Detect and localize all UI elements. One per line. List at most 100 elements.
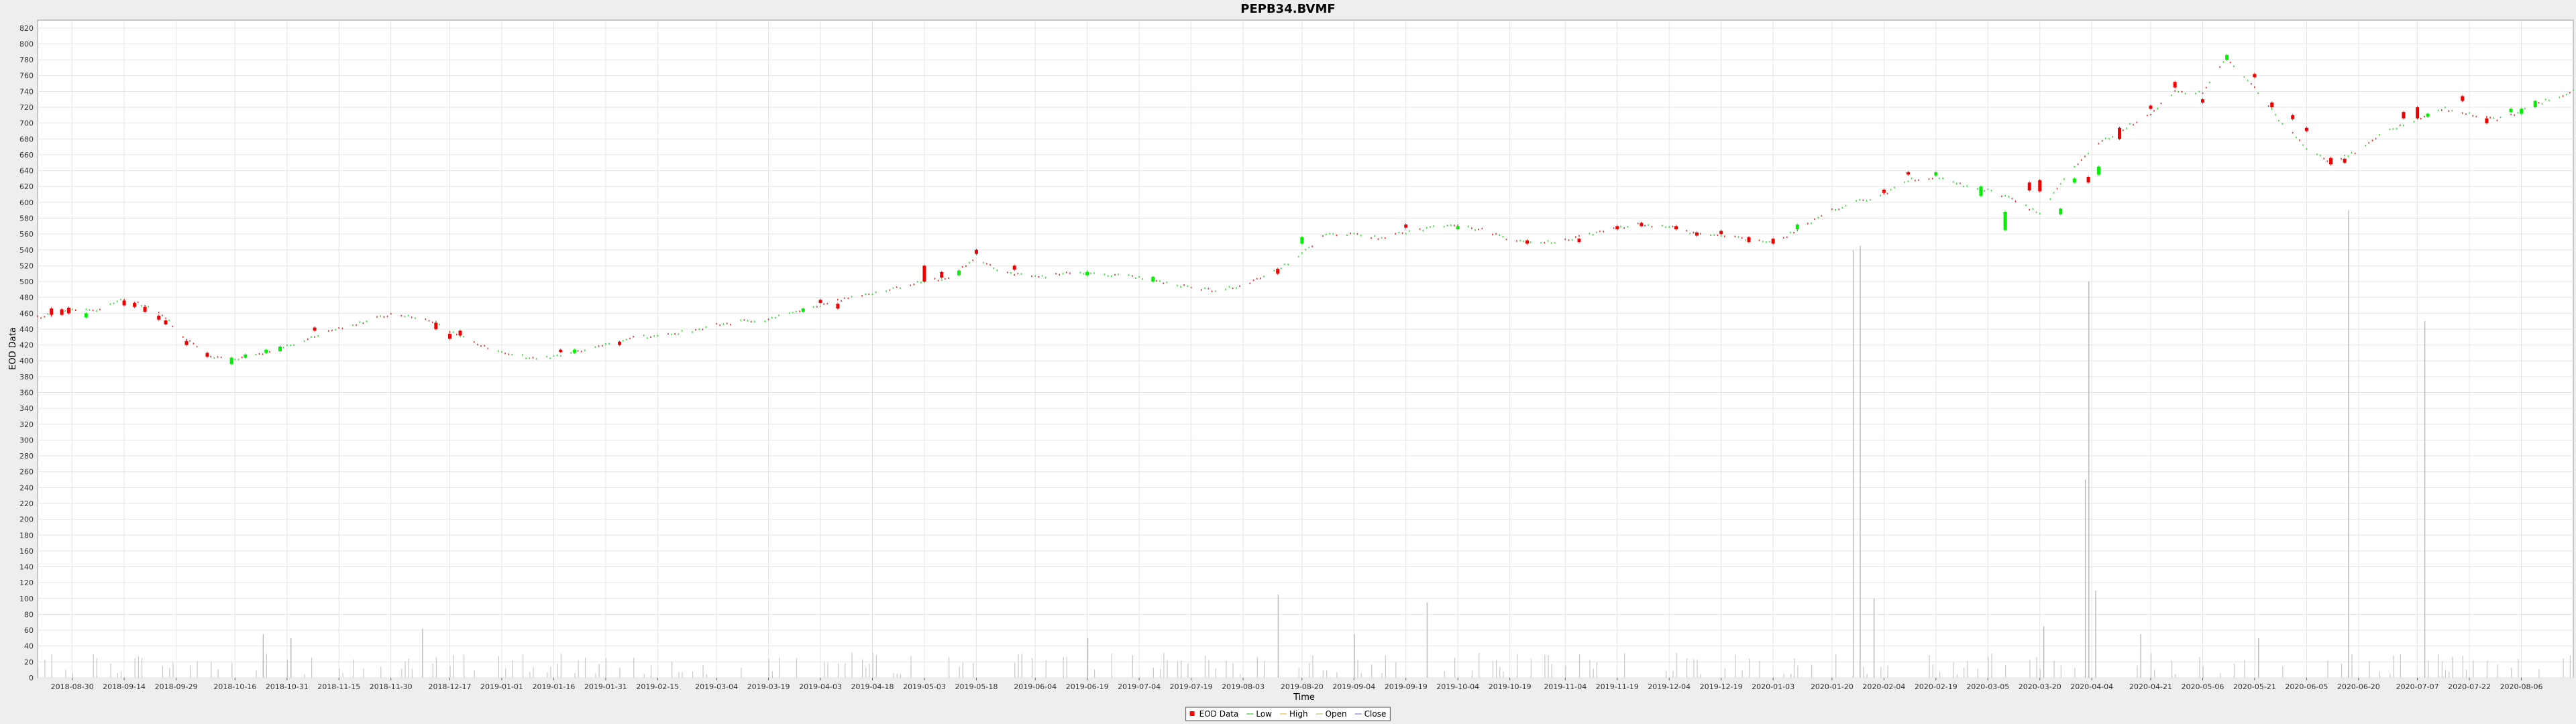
- volume-bar: [1063, 657, 1064, 678]
- price-mark: [400, 314, 402, 317]
- price-mark: [577, 350, 579, 352]
- price-mark: [1260, 278, 1261, 280]
- price-mark: [2544, 99, 2546, 101]
- volume-bar: [2095, 590, 2096, 678]
- price-mark: [778, 314, 780, 316]
- price-mark: [1010, 272, 1012, 274]
- price-mark: [1263, 276, 1265, 278]
- price-mark: [1942, 177, 1943, 180]
- volume-bar: [1741, 670, 1743, 678]
- price-mark: [307, 338, 309, 341]
- price-mark: [1637, 223, 1639, 225]
- price-mark: [1894, 186, 1895, 188]
- candle-body: [1456, 226, 1460, 230]
- price-mark: [44, 316, 46, 318]
- price-mark: [2347, 155, 2349, 158]
- price-mark: [764, 320, 766, 322]
- price-mark: [525, 357, 527, 360]
- price-mark: [570, 352, 572, 354]
- price-mark: [2469, 112, 2470, 114]
- x-tick-label: 2019-02-15: [636, 682, 679, 691]
- price-mark: [1467, 225, 1469, 228]
- y-tick-label: 460: [19, 309, 34, 318]
- candle-body: [184, 341, 189, 345]
- candle-body: [244, 354, 248, 358]
- y-tick-label: 200: [19, 516, 34, 524]
- price-mark: [1138, 276, 1140, 278]
- price-mark: [2015, 200, 2017, 202]
- volume-bar: [505, 668, 506, 678]
- volume-bar: [837, 663, 839, 678]
- volume-bar: [169, 667, 170, 678]
- plot-area: [37, 19, 2574, 678]
- y-tick-label: 280: [19, 452, 34, 461]
- legend-label: Low: [1256, 709, 1272, 719]
- volume-bar: [550, 666, 551, 678]
- volume-bar: [44, 660, 46, 678]
- volume-bar: [1624, 653, 1625, 678]
- price-mark: [1571, 239, 1573, 241]
- volume-bar: [1322, 670, 1324, 678]
- price-mark: [1911, 177, 1913, 180]
- price-mark: [657, 335, 659, 337]
- price-mark: [99, 308, 101, 310]
- candle-body: [1795, 224, 1799, 230]
- price-mark: [1409, 230, 1410, 232]
- volume-bar: [1686, 658, 1688, 678]
- price-mark: [2292, 131, 2294, 134]
- x-tick-label: 2020-04-04: [2070, 682, 2113, 691]
- price-mark: [1578, 235, 1580, 237]
- price-mark: [1821, 215, 1823, 217]
- price-mark: [1007, 272, 1008, 274]
- volume-bar: [1811, 664, 1813, 678]
- candle-body: [122, 300, 126, 306]
- price-mark: [871, 293, 873, 296]
- x-tick-label: 2019-08-03: [1222, 682, 1265, 691]
- y-tick-label: 520: [19, 261, 34, 270]
- price-mark: [2559, 97, 2561, 99]
- volume-bar: [342, 673, 343, 678]
- price-mark: [2056, 188, 2058, 190]
- volume-bar: [1371, 664, 1373, 678]
- volume-bar: [286, 659, 288, 678]
- candle-body: [2072, 178, 2076, 183]
- volume-bar: [2341, 663, 2343, 678]
- volume-bar: [1312, 655, 1313, 678]
- price-mark: [1977, 188, 1978, 190]
- candle-body: [801, 308, 805, 312]
- candle-body: [1300, 237, 1304, 244]
- candle-body: [818, 300, 822, 303]
- price-mark: [431, 321, 433, 324]
- candle-body: [2086, 177, 2090, 183]
- chart-title: PEPB34.BVMF: [1240, 2, 1335, 16]
- price-mark: [258, 353, 260, 355]
- y-tick-label: 720: [19, 103, 34, 112]
- x-tick-label: 2018-11-15: [317, 682, 360, 691]
- price-mark: [2524, 107, 2526, 110]
- price-mark: [1890, 188, 1892, 191]
- price-mark: [217, 356, 219, 358]
- y-tick-label: 700: [19, 119, 34, 128]
- price-mark: [1281, 267, 1282, 269]
- volume-bar: [498, 656, 500, 678]
- price-mark: [594, 346, 596, 348]
- volume-bar: [1232, 663, 1234, 678]
- price-mark: [1915, 180, 1916, 182]
- price-mark: [311, 336, 312, 338]
- volume-bar: [1385, 655, 1386, 678]
- price-mark: [335, 328, 336, 331]
- price-mark: [2320, 154, 2321, 156]
- price-mark: [2098, 143, 2100, 145]
- price-mark: [1713, 234, 1715, 236]
- price-mark: [2351, 152, 2353, 154]
- price-mark: [435, 320, 437, 322]
- volume-bar: [435, 657, 437, 678]
- price-mark: [1568, 239, 1570, 241]
- volume-bar: [2538, 668, 2540, 678]
- volume-bar: [529, 672, 531, 678]
- price-mark: [1190, 286, 1192, 289]
- x-tick-label: 2020-07-07: [2396, 682, 2439, 691]
- legend-item: Open: [1316, 709, 1347, 719]
- price-mark: [861, 295, 863, 297]
- volume-bar: [2424, 321, 2426, 678]
